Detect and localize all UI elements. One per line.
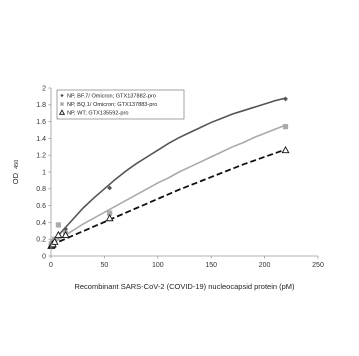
data-point bbox=[61, 230, 70, 239]
y-tick-label: 0.6 bbox=[36, 203, 46, 210]
legend-label: NP, WT; GTX135592-pro bbox=[67, 111, 128, 117]
legend-box bbox=[56, 89, 185, 120]
data-point bbox=[282, 124, 289, 130]
series-line bbox=[50, 148, 287, 246]
y-tick-label: 1.2 bbox=[36, 153, 46, 160]
data-point bbox=[107, 210, 113, 216]
legend-entry: NP, BF.7/ Omicron; GTX137882-pro bbox=[60, 94, 156, 100]
data-point bbox=[283, 96, 288, 102]
data-point bbox=[105, 214, 114, 222]
legend: NP, BF.7/ Omicron; GTX137882-pro NP, BQ.1… bbox=[56, 89, 185, 120]
x-tick-label: 50 bbox=[101, 262, 109, 269]
y-tick-label: 0 bbox=[42, 253, 46, 260]
data-point bbox=[281, 146, 290, 154]
legend-marker bbox=[60, 93, 64, 98]
x-axis-ticks: 0 50 100 150 200 250 bbox=[49, 256, 324, 269]
legend-label: NP, BF.7/ Omicron; GTX137882-pro bbox=[67, 94, 156, 100]
x-tick-label: 0 bbox=[49, 262, 53, 269]
x-tick-label: 250 bbox=[312, 262, 324, 269]
x-tick-label: 200 bbox=[259, 262, 271, 269]
y-tick-label: 1 bbox=[42, 169, 46, 176]
legend-marker bbox=[58, 109, 66, 115]
x-tick-label: 100 bbox=[152, 262, 164, 269]
y-axis-title-main: OD bbox=[11, 172, 20, 184]
x-axis-title: Recombinant SARS-CoV-2 (COVID-19) nucleo… bbox=[74, 282, 295, 291]
y-tick-label: 1.4 bbox=[36, 136, 46, 143]
data-point bbox=[63, 226, 69, 232]
y-tick-label: 1.8 bbox=[36, 102, 46, 109]
data-point bbox=[107, 185, 113, 191]
y-axis-title: OD 450 bbox=[11, 160, 20, 185]
series-line bbox=[50, 124, 287, 245]
data-point bbox=[55, 222, 61, 228]
series-line bbox=[50, 97, 287, 246]
legend-entry: NP, WT; GTX135592-pro bbox=[58, 109, 128, 117]
legend-marker bbox=[60, 102, 64, 106]
x-tick-label: 150 bbox=[205, 262, 217, 269]
y-axis-ticks: 0 0.2 0.4 0.6 0.8 1 1.2 1.4 1.6 1.8 2 bbox=[36, 85, 51, 260]
plot-area bbox=[47, 96, 290, 249]
y-tick-label: 0.4 bbox=[36, 220, 46, 227]
y-tick-label: 2 bbox=[42, 85, 46, 92]
y-tick-label: 0.2 bbox=[36, 237, 46, 244]
legend-entry: NP, BQ.1/ Omicron; GTX137883-pro bbox=[60, 102, 157, 108]
legend-label: NP, BQ.1/ Omicron; GTX137883-pro bbox=[67, 102, 157, 108]
axes: 0 50 100 150 200 250 0 0.2 0.4 0.6 0.8 1 1.2 1.4 1.6 1… bbox=[36, 85, 324, 269]
y-tick-label: 1.6 bbox=[36, 119, 46, 126]
data-point bbox=[54, 230, 63, 239]
y-axis-title-subscript: 450 bbox=[14, 160, 20, 169]
y-tick-label: 0.8 bbox=[36, 186, 46, 193]
data-point bbox=[50, 237, 59, 245]
